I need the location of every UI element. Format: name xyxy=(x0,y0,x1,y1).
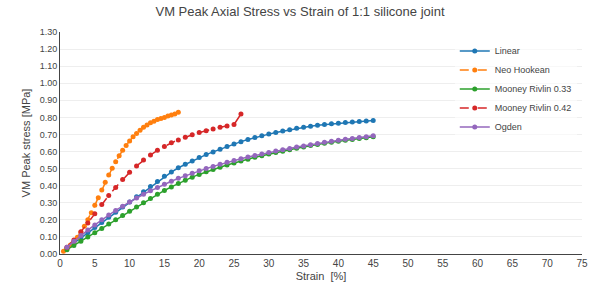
svg-text:Strain [%]: Strain [%] xyxy=(296,270,347,282)
svg-text:65: 65 xyxy=(507,258,519,269)
svg-text:0.10: 0.10 xyxy=(40,232,58,242)
svg-text:25: 25 xyxy=(228,258,240,269)
svg-text:VM Peak stress [MPa]: VM Peak stress [MPa] xyxy=(20,89,32,198)
svg-text:30: 30 xyxy=(263,258,275,269)
svg-text:10: 10 xyxy=(124,258,136,269)
svg-text:Ogden: Ogden xyxy=(495,122,522,132)
svg-text:1.10: 1.10 xyxy=(40,61,58,71)
svg-text:0.50: 0.50 xyxy=(40,164,58,174)
svg-text:0.90: 0.90 xyxy=(40,95,58,105)
svg-text:20: 20 xyxy=(194,258,206,269)
svg-text:60: 60 xyxy=(472,258,484,269)
svg-text:0.30: 0.30 xyxy=(40,198,58,208)
svg-text:VM Peak Axial Stress vs Strain: VM Peak Axial Stress vs Strain of 1:1 si… xyxy=(155,4,444,19)
svg-text:1.00: 1.00 xyxy=(40,78,58,88)
svg-text:5: 5 xyxy=(92,258,98,269)
svg-text:70: 70 xyxy=(542,258,554,269)
svg-text:1.30: 1.30 xyxy=(40,27,58,37)
svg-text:15: 15 xyxy=(159,258,171,269)
svg-text:Mooney Rivlin 0.42: Mooney Rivlin 0.42 xyxy=(495,103,572,113)
svg-text:Mooney Rivlin 0.33: Mooney Rivlin 0.33 xyxy=(495,84,572,94)
svg-text:0.20: 0.20 xyxy=(40,215,58,225)
svg-text:1.20: 1.20 xyxy=(40,44,58,54)
svg-text:Linear: Linear xyxy=(495,46,520,56)
svg-text:45: 45 xyxy=(368,258,380,269)
svg-text:0.40: 0.40 xyxy=(40,181,58,191)
svg-text:0.80: 0.80 xyxy=(40,113,58,123)
svg-text:50: 50 xyxy=(402,258,414,269)
svg-text:0.70: 0.70 xyxy=(40,130,58,140)
svg-text:0: 0 xyxy=(57,258,63,269)
svg-text:0.00: 0.00 xyxy=(40,249,58,259)
svg-text:35: 35 xyxy=(298,258,310,269)
svg-text:55: 55 xyxy=(437,258,449,269)
svg-text:75: 75 xyxy=(576,258,588,269)
svg-text:40: 40 xyxy=(333,258,345,269)
svg-text:Neo Hookean: Neo Hookean xyxy=(495,65,550,75)
svg-text:0.60: 0.60 xyxy=(40,147,58,157)
